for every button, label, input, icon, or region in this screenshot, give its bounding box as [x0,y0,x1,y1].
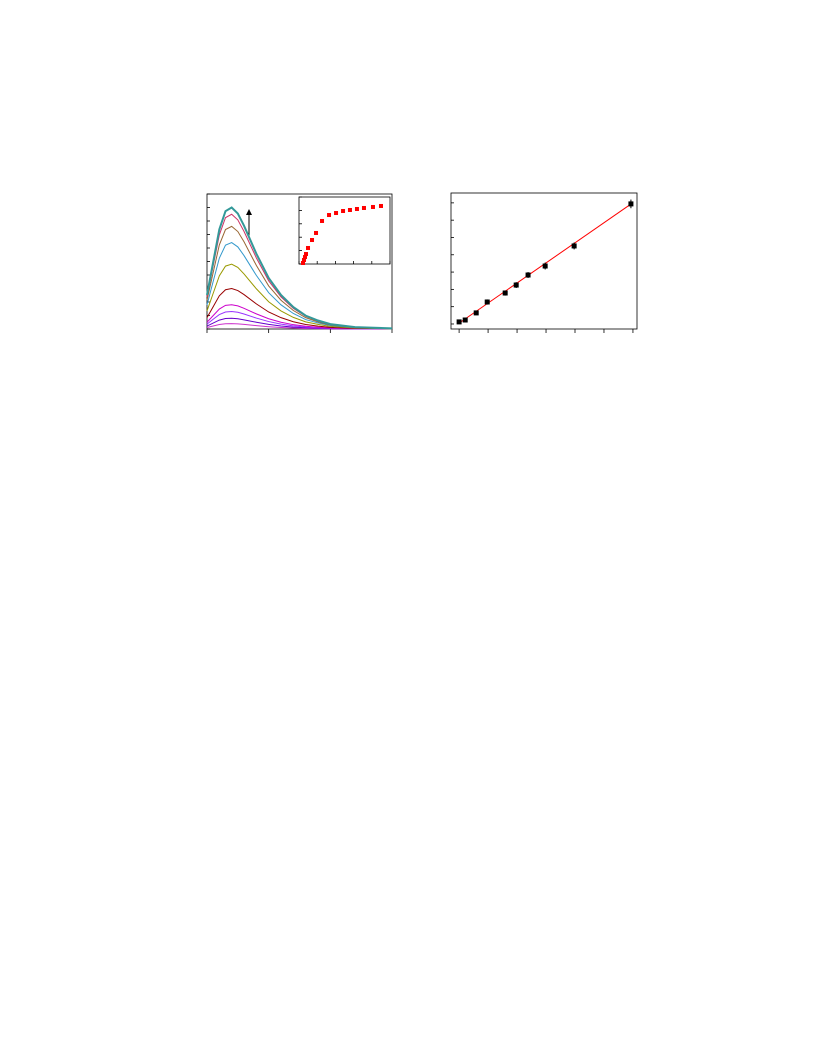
point [525,272,531,278]
plot-frame [450,192,638,330]
point [462,317,468,323]
point [306,245,311,250]
plot-frame [298,196,391,265]
point [341,209,346,214]
point [334,211,339,216]
point [542,263,548,269]
point [304,252,309,257]
point [347,207,352,212]
spectrum-line [206,225,393,329]
point [354,206,359,211]
chart [450,192,638,333]
point [571,243,577,249]
point [327,213,332,218]
point [361,205,366,210]
point [310,238,315,243]
point [473,310,479,316]
point [314,230,319,235]
point [370,204,375,209]
point [301,260,306,265]
spectrum-line [206,287,393,330]
chart [206,193,393,333]
point [456,319,462,325]
point [628,201,634,207]
point [484,299,490,305]
point [378,203,383,208]
point [502,290,508,296]
point [302,257,307,262]
spectrum-line [206,206,393,330]
chart [298,196,391,265]
point [303,255,308,260]
spectrum-line [206,263,393,330]
point [513,282,519,288]
point [320,218,325,223]
spectrum-line [206,304,393,330]
spectrum-line [206,242,393,330]
